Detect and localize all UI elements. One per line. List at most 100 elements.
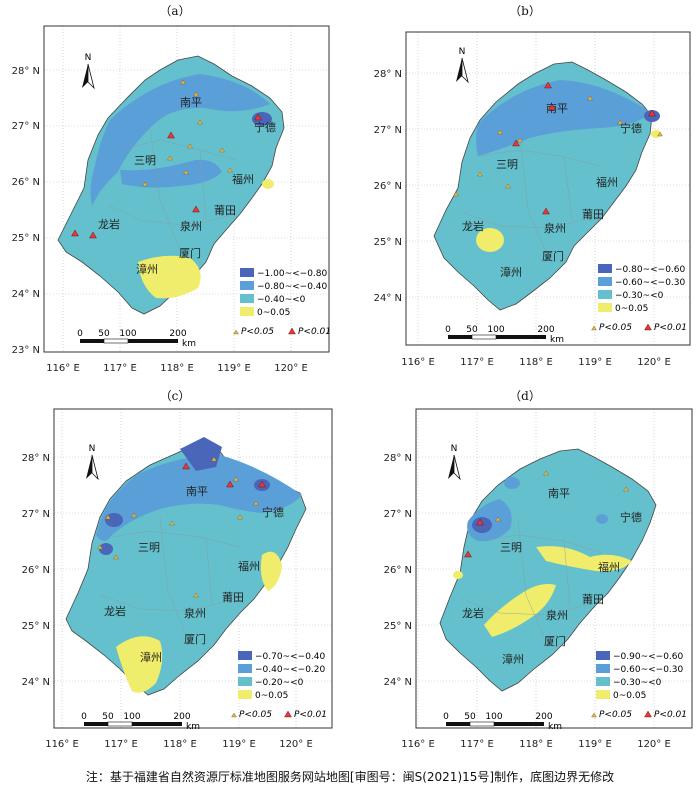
panel-label-b: （b） bbox=[509, 4, 541, 18]
city-ningde: 宁德 bbox=[254, 120, 276, 134]
sig-p05: P<0.05 bbox=[241, 327, 274, 337]
legend-item: −0.20~<0 bbox=[255, 678, 304, 688]
north-arrow: N bbox=[86, 444, 99, 481]
lat-label: 25° N bbox=[22, 621, 50, 632]
lon-label: 120° E bbox=[279, 739, 313, 750]
map-frame bbox=[53, 408, 333, 729]
city-sanming: 三明 bbox=[134, 154, 156, 167]
region-c4 bbox=[484, 584, 556, 637]
city-quanzhou: 泉州 bbox=[546, 608, 568, 622]
legend-item: −0.70~<−0.40 bbox=[255, 652, 326, 662]
north-arrow: N bbox=[456, 47, 469, 84]
city-ningde: 宁德 bbox=[620, 121, 642, 135]
city-xiamen: 厦门 bbox=[184, 632, 206, 646]
region-c2 bbox=[120, 159, 222, 188]
lat-label: 28° N bbox=[384, 453, 412, 464]
region-c4 bbox=[476, 228, 504, 252]
lon-label: 119° E bbox=[578, 357, 612, 368]
lat-label: 26° N bbox=[374, 181, 402, 192]
lon-label: 118° E bbox=[163, 739, 197, 750]
city-sanming: 三明 bbox=[500, 541, 522, 554]
city-longyan: 龙岩 bbox=[462, 219, 484, 233]
city-xiamen: 厦门 bbox=[544, 634, 566, 648]
region-c1 bbox=[180, 437, 222, 471]
city-fuzhou: 福州 bbox=[598, 560, 620, 574]
legend-item: 0~0.05 bbox=[613, 691, 646, 701]
lon-label: 120° E bbox=[637, 357, 671, 368]
scale-tick: 0 bbox=[81, 712, 87, 722]
city-ningde: 宁德 bbox=[620, 510, 642, 524]
region-c1 bbox=[99, 543, 113, 555]
lon-label: 117° E bbox=[104, 739, 138, 750]
scale-bar: 0 50 100 200 km bbox=[445, 325, 564, 345]
lon-label: 116° E bbox=[45, 739, 79, 750]
region-c4 bbox=[453, 571, 463, 579]
region-c4 bbox=[260, 551, 282, 591]
legend-item: 0~0.05 bbox=[255, 691, 288, 701]
legend-item: −0.60~<−0.30 bbox=[615, 278, 686, 288]
city-longyan: 龙岩 bbox=[104, 604, 126, 618]
scale-unit: km bbox=[182, 339, 196, 349]
map-frame bbox=[415, 408, 693, 729]
city-zhangzhou: 漳州 bbox=[136, 262, 158, 276]
panel-label-d: （d） bbox=[509, 389, 541, 403]
lat-label: 24° N bbox=[22, 677, 50, 688]
significance-legend: P<0.05 P<0.01 bbox=[591, 710, 687, 720]
city-zhangzhou: 漳州 bbox=[502, 652, 524, 666]
city-quanzhou: 泉州 bbox=[184, 606, 206, 620]
sig-p05: P<0.05 bbox=[239, 710, 272, 720]
lat-label: 25° N bbox=[384, 621, 412, 632]
region-c2 bbox=[596, 514, 608, 524]
scale-unit: km bbox=[550, 335, 564, 345]
legend-item: −0.60~<−0.30 bbox=[613, 665, 684, 675]
city-xiamen: 厦门 bbox=[179, 246, 201, 260]
map-a-canvas: 28° N 27° N 26° N 25° N 24° N 23° N 116°… bbox=[12, 25, 331, 374]
city-zhangzhou: 漳州 bbox=[500, 265, 522, 279]
lat-label: 25° N bbox=[374, 237, 402, 248]
north-label: N bbox=[85, 53, 92, 63]
lon-label: 118° E bbox=[160, 363, 194, 374]
scale-tick: 0 bbox=[445, 325, 451, 335]
city-nanping: 南平 bbox=[180, 96, 202, 109]
lon-label: 119° E bbox=[578, 739, 612, 750]
sig-p05: P<0.05 bbox=[599, 323, 632, 333]
lon-label: 118° E bbox=[519, 739, 553, 750]
map-panel-d: （d） 28° N 27° N 26° N 25° N 24° N 116° E… bbox=[350, 385, 700, 765]
region-c4 bbox=[116, 636, 163, 693]
city-fuzhou: 福州 bbox=[238, 559, 260, 573]
lat-label: 27° N bbox=[384, 509, 412, 520]
region-c2 bbox=[96, 455, 302, 541]
scale-bar: 0 50 100 200 km bbox=[81, 712, 200, 732]
panel-label-c: （c） bbox=[159, 389, 191, 403]
region-c4 bbox=[536, 546, 632, 572]
north-label: N bbox=[451, 444, 458, 454]
sig-p01: P<0.01 bbox=[654, 323, 687, 333]
city-sanming: 三明 bbox=[138, 541, 160, 554]
legend-item: −0.30~<0 bbox=[613, 678, 662, 688]
lat-label: 24° N bbox=[384, 677, 412, 688]
scale-tick: 100 bbox=[123, 712, 140, 722]
city-fuzhou: 福州 bbox=[232, 172, 254, 186]
lat-label: 26° N bbox=[384, 565, 412, 576]
lon-label: 117° E bbox=[103, 363, 137, 374]
city-quanzhou: 泉州 bbox=[180, 219, 202, 233]
panel-label-a: （a） bbox=[159, 4, 191, 18]
city-putian: 莆田 bbox=[582, 208, 604, 221]
region-c2 bbox=[504, 477, 520, 489]
region-c2 bbox=[90, 74, 270, 206]
legend: −0.70~<−0.40 −0.40~<−0.20 −0.20~<0 0~0.0… bbox=[238, 651, 326, 701]
sig-p05: P<0.05 bbox=[599, 710, 632, 720]
legend-item: −0.90~<−0.60 bbox=[613, 652, 684, 662]
legend: −1.00~<−0.80 −0.80~<−0.40 −0.40~<0 0~0.0… bbox=[240, 268, 328, 318]
lat-label: 24° N bbox=[12, 289, 40, 300]
scale-tick: 50 bbox=[466, 325, 478, 335]
lat-label: 25° N bbox=[12, 233, 40, 244]
lat-label: 23° N bbox=[12, 345, 40, 356]
significance-legend: P<0.05 P<0.01 bbox=[591, 323, 687, 333]
city-longyan: 龙岩 bbox=[462, 606, 484, 620]
map-c-canvas: 28° N 27° N 26° N 25° N 24° N 116° E 117… bbox=[22, 408, 333, 750]
region-c1 bbox=[105, 513, 123, 527]
city-fuzhou: 福州 bbox=[596, 175, 618, 189]
lat-label: 26° N bbox=[12, 177, 40, 188]
city-nanping: 南平 bbox=[186, 485, 208, 498]
